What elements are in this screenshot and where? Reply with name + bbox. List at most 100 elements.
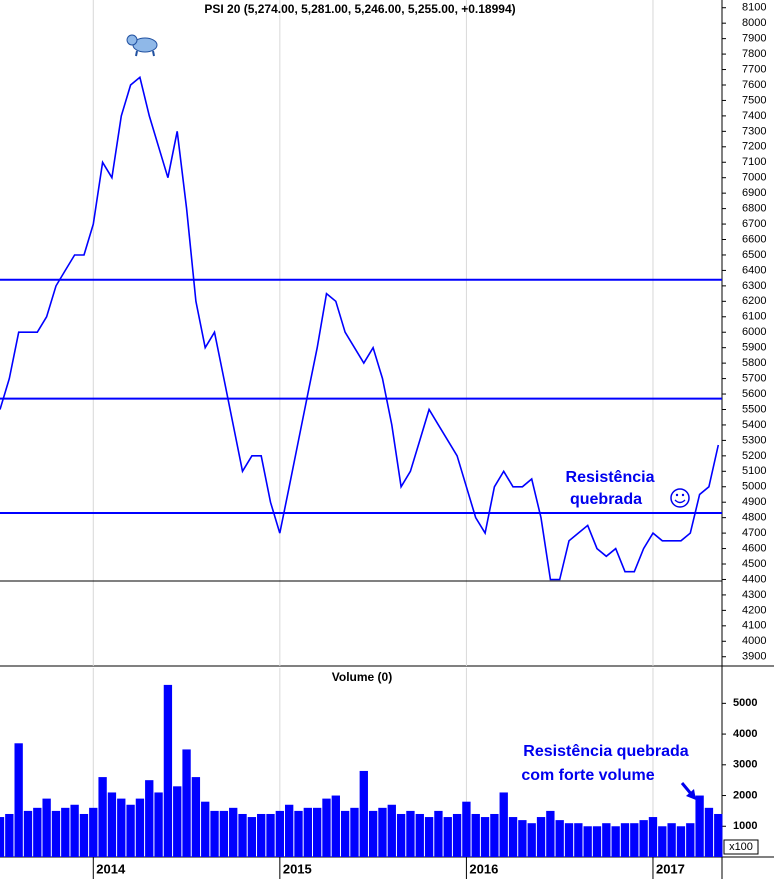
y-tick-label: 8100 [742, 2, 766, 14]
volume-bar [443, 817, 452, 857]
volume-bar [658, 826, 667, 857]
volume-bar [667, 823, 676, 857]
volume-bar [229, 807, 238, 857]
volume-bar [564, 823, 574, 857]
volume-bar [33, 807, 42, 857]
volume-bar [117, 798, 126, 857]
volume-bar [686, 823, 695, 857]
y-tick-label: 4600 [742, 542, 766, 554]
volume-bar [89, 807, 98, 857]
volume-bar [499, 792, 508, 857]
volume-bar [508, 817, 518, 857]
volume-bar [173, 786, 182, 857]
y-tick-label: 4500 [742, 558, 766, 570]
y-tick-label: 6000 [742, 326, 766, 338]
bear-icon [126, 34, 158, 57]
volume-bar [312, 807, 322, 857]
y-tick-label: 8000 [742, 17, 766, 29]
y-tick-label: 6300 [742, 280, 766, 292]
volume-bar [378, 807, 387, 857]
volume-bar [210, 810, 219, 857]
y-tick-label: 5500 [742, 403, 766, 415]
volume-bar [574, 823, 583, 857]
y-tick-label: 4100 [742, 620, 766, 632]
arrow-icon [680, 782, 696, 800]
x-tick-label: 2015 [283, 861, 312, 876]
volume-bar [247, 817, 257, 857]
volume-bar [490, 813, 499, 857]
volume-bar [676, 826, 686, 857]
smiley-icon [670, 488, 690, 508]
volume-bar [350, 807, 359, 857]
volume-bar [238, 813, 247, 857]
y-tick-label: 7300 [742, 125, 766, 137]
volume-bar [546, 810, 555, 857]
volume-bar [154, 792, 163, 857]
y-tick-label: 6800 [742, 203, 766, 215]
volume-bar [415, 813, 424, 857]
y-tick-label: 6400 [742, 264, 766, 276]
volume-bar [257, 813, 266, 857]
y-tick-label: 5200 [742, 450, 766, 462]
volume-bar [620, 823, 630, 857]
volume-bar [98, 777, 107, 857]
y-tick-label: 4200 [742, 604, 766, 616]
volume-bar [23, 810, 33, 857]
y-tick-label: 6500 [742, 249, 766, 261]
y-tick-label: 7400 [742, 110, 766, 122]
volume-bar [480, 817, 490, 857]
annotation: quebrada [570, 491, 642, 508]
volume-bar [368, 810, 378, 857]
y-tick-label: 7100 [742, 156, 766, 168]
volume-bar [51, 810, 61, 857]
price-line [0, 75, 720, 581]
volume-bar [79, 813, 89, 857]
y-tick-label: 7000 [742, 172, 766, 184]
annotation: Resistência quebrada [523, 743, 689, 760]
volume-bar [14, 743, 23, 857]
y-tick-label: 7600 [742, 79, 766, 91]
y-tick-label: 4800 [742, 512, 766, 524]
y-tick-label: 5600 [742, 388, 766, 400]
volume-bar [630, 823, 639, 857]
volume-bar [518, 820, 527, 857]
y-tick-label: 3000 [733, 759, 757, 771]
volume-bar [70, 804, 79, 857]
y-tick-label: 7500 [742, 94, 766, 106]
y-tick-label: 4000 [733, 728, 757, 740]
annotation: Resistência [566, 469, 655, 486]
y-tick-label: 5000 [742, 481, 766, 493]
volume-bar [163, 684, 173, 857]
volume-bar [145, 780, 154, 857]
volume-bar [126, 804, 135, 857]
volume-bar [536, 817, 546, 857]
x-tick-label: 2016 [469, 861, 498, 876]
volume-bar [648, 817, 658, 857]
volume-bar [714, 813, 723, 857]
volume-bar [0, 817, 5, 857]
y-unit-label: x100 [729, 841, 753, 853]
volume-bar [424, 817, 434, 857]
y-tick-label: 4900 [742, 496, 766, 508]
volume-bar [452, 813, 462, 857]
y-tick-label: 5000 [733, 697, 757, 709]
volume-bar [602, 823, 611, 857]
y-tick-label: 6700 [742, 218, 766, 230]
volume-bar [695, 795, 704, 857]
y-tick-label: 6600 [742, 233, 766, 245]
volume-bar [191, 777, 201, 857]
volume-bar [611, 826, 620, 857]
volume-bar [387, 804, 396, 857]
volume-bar [182, 749, 191, 857]
volume-bar [396, 813, 406, 857]
y-tick-label: 4700 [742, 527, 766, 539]
y-tick-label: 6900 [742, 187, 766, 199]
y-tick-label: 2000 [733, 789, 757, 801]
volume-bar [462, 801, 471, 857]
volume-bar [527, 823, 536, 857]
y-tick-label: 7800 [742, 48, 766, 60]
volume-bar [592, 826, 602, 857]
volume-bar [704, 807, 714, 857]
volume-bar [61, 807, 70, 857]
